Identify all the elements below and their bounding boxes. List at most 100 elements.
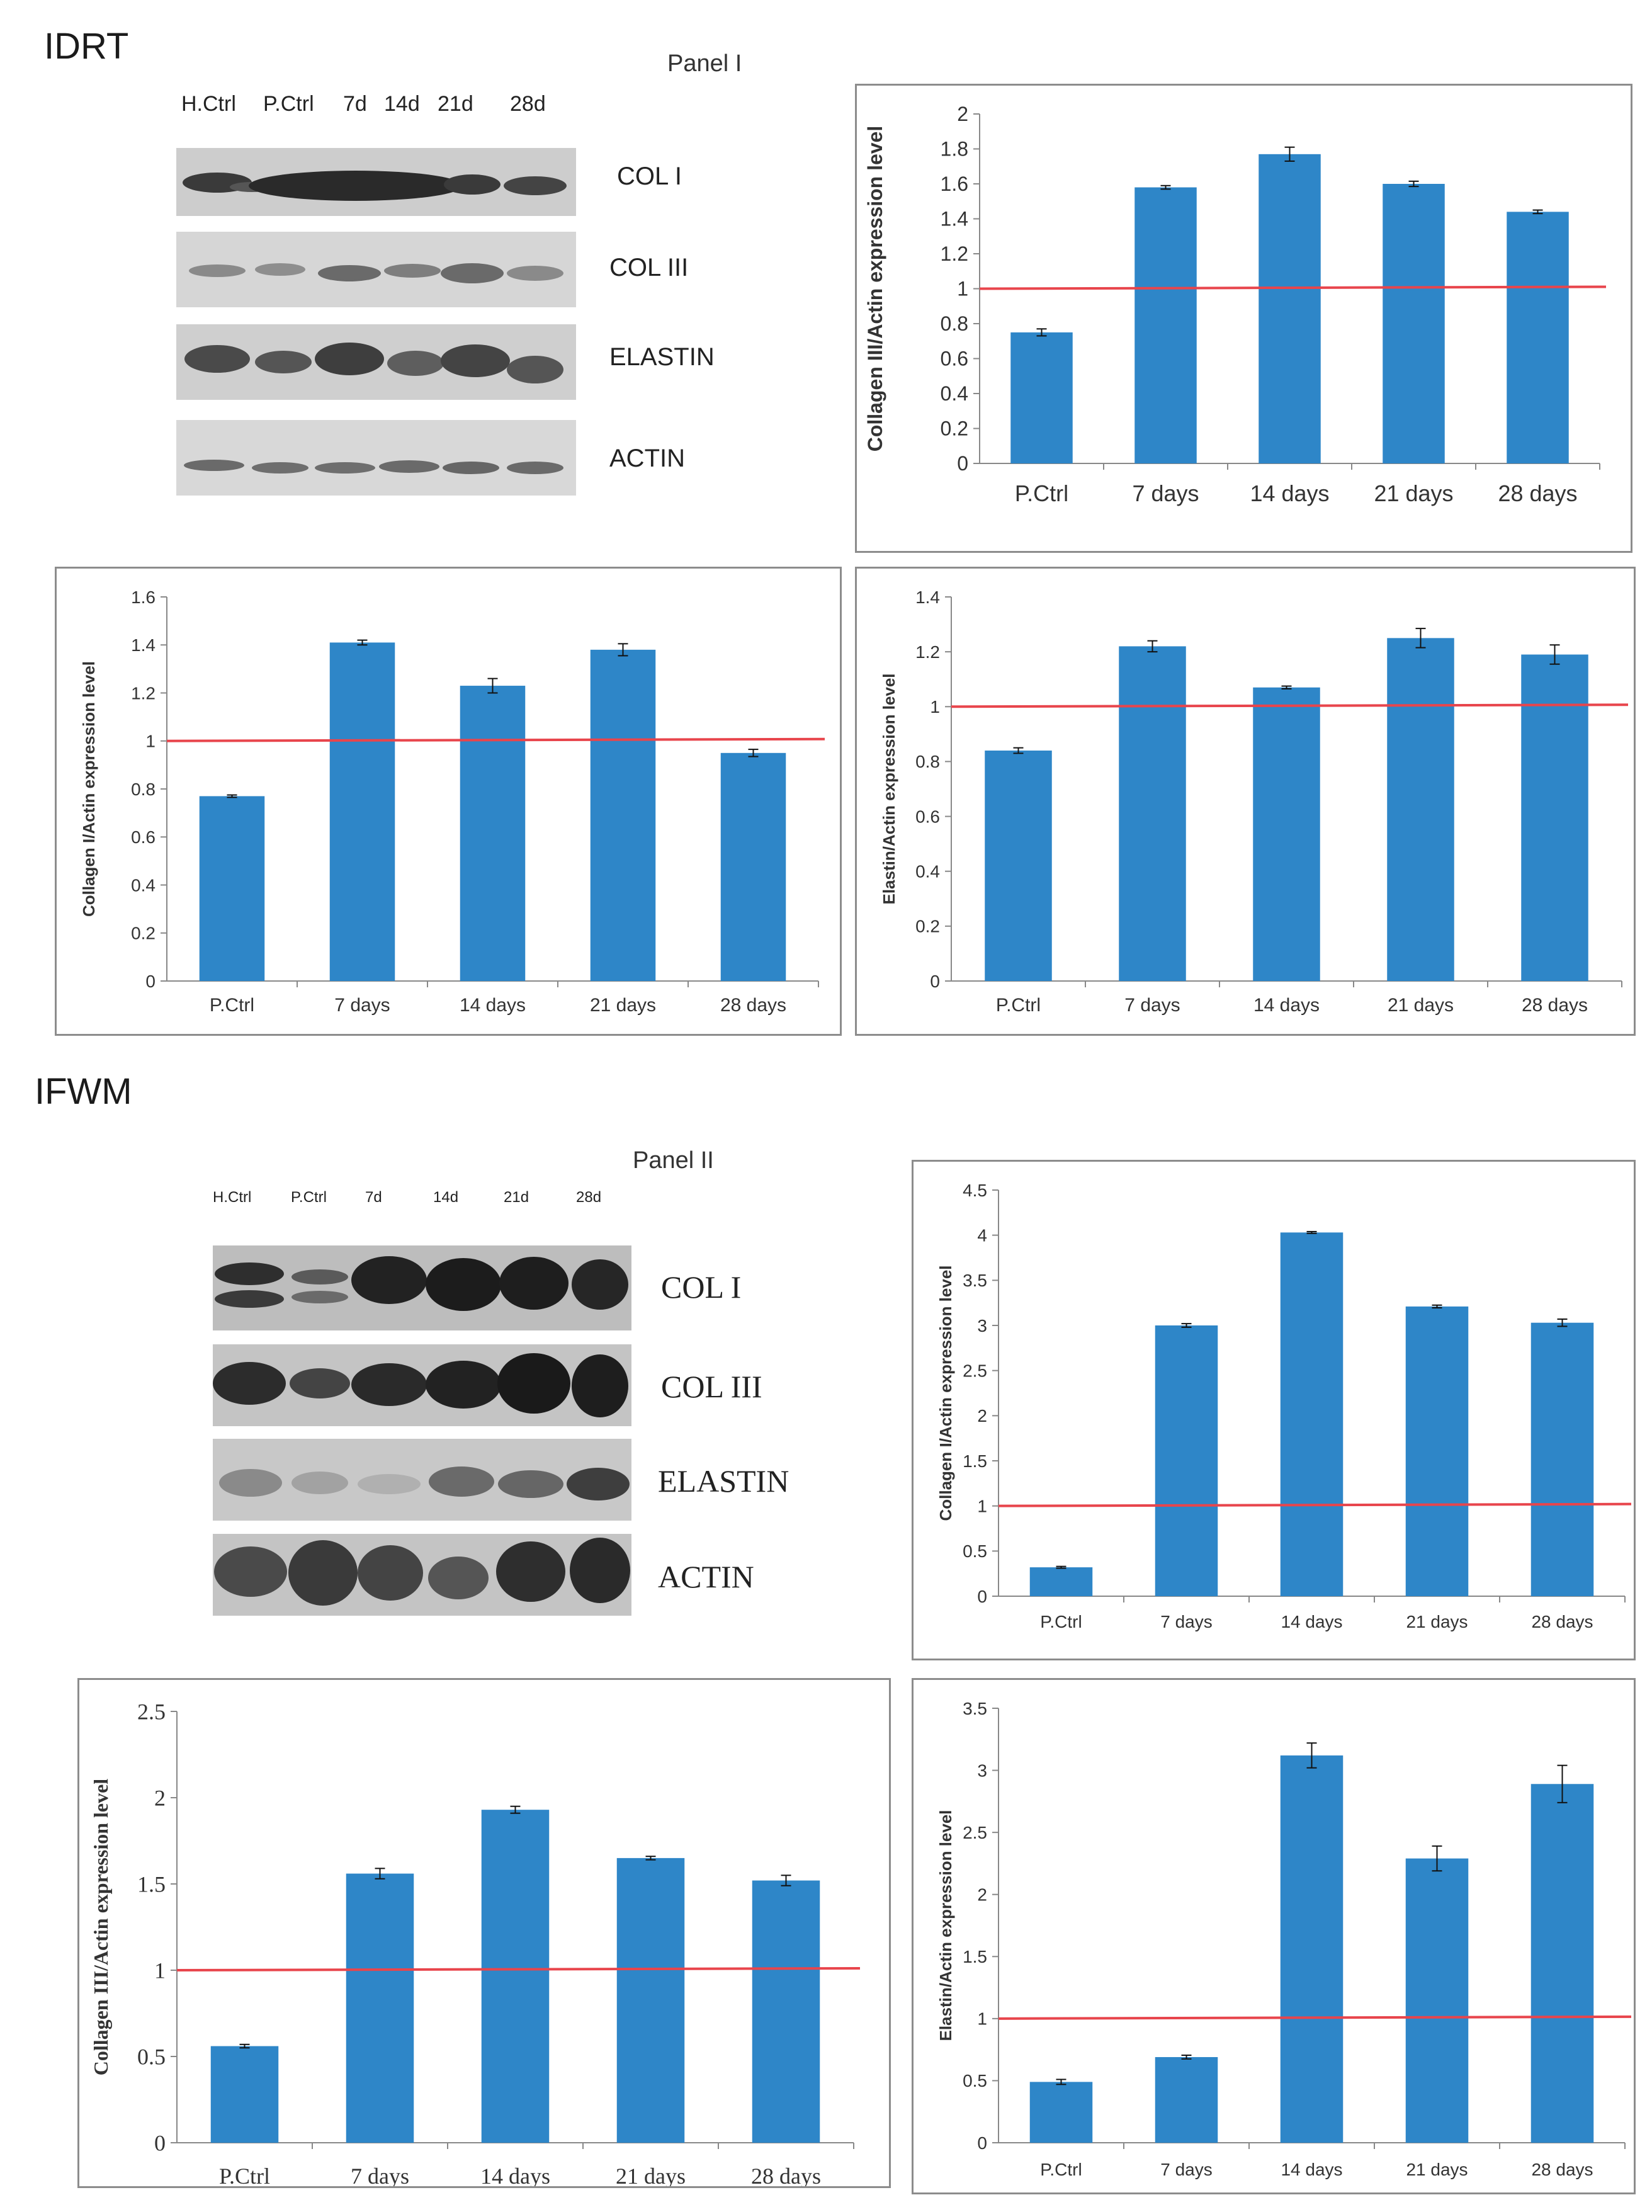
band-label-col3: COL III (609, 254, 689, 281)
y-tick-label: 0.2 (131, 924, 156, 943)
x-category-label: 21 days (590, 995, 656, 1016)
y-tick-label: 0.4 (131, 875, 156, 895)
blot-idrt-elastin (176, 324, 576, 400)
x-category-label: 21 days (1406, 2160, 1468, 2179)
bar-2 (1119, 646, 1186, 981)
bar-4 (616, 1858, 685, 2143)
bar-3 (1280, 1232, 1344, 1596)
y-tick-label: 0.8 (131, 780, 156, 799)
y-tick-label: 0.6 (941, 348, 968, 370)
y-tick-label: 0 (145, 972, 156, 991)
blot-idrt-col1 (176, 148, 576, 216)
y-tick-label: 3 (977, 1316, 987, 1336)
band-label-col1: COL I (617, 162, 682, 190)
y-tick-label: 1.4 (131, 635, 156, 655)
y-tick-label: 2 (977, 1885, 987, 1905)
bar-3 (1253, 687, 1320, 981)
y-tick-label: 1.4 (941, 208, 968, 230)
x-category-label: 28 days (751, 2164, 821, 2186)
y-tick-label: 0.8 (915, 752, 940, 771)
x-category-label: 14 days (1253, 995, 1320, 1016)
y-tick-label: 1.5 (963, 1451, 987, 1471)
y-tick-label: 0.5 (963, 1541, 987, 1561)
y-tick-label: 2.5 (137, 1699, 166, 1725)
x-category-label: 28 days (1522, 995, 1588, 1016)
x-category-label: 14 days (1250, 480, 1329, 506)
bar-4 (1405, 1858, 1469, 2143)
y-tick-label: 1 (930, 697, 940, 717)
y-tick-label: 0 (977, 1587, 987, 1606)
lane-label-14d: 14d (384, 92, 420, 116)
y-tick-label: 0 (977, 2133, 987, 2153)
chart-ifwm-collagen-i: 0 0.5 1 1.5 2 2.5 3 3.5 4 4.5 P.Ctrl 7 days 14 days 2… (912, 1160, 1636, 1660)
y-tick-label: 3 (977, 1761, 987, 1780)
y-tick-label: 2 (977, 1406, 987, 1426)
y-tick-label: 1 (977, 2009, 987, 2029)
x-category-label: 21 days (1374, 480, 1453, 506)
y-tick-label: 0 (154, 2131, 166, 2156)
lane-label-28d-2: 28d (576, 1189, 602, 1206)
lane-label-21d: 21d (438, 92, 473, 116)
y-tick-label: 1 (145, 732, 156, 751)
blot-idrt-actin (176, 420, 576, 496)
y-tick-label: 0.6 (915, 807, 940, 826)
x-category-label: 7 days (351, 2164, 409, 2186)
bar-3 (1280, 1755, 1344, 2143)
reference-line (176, 1967, 861, 1971)
band-label-elastin-2: ELASTIN (658, 1463, 789, 1499)
x-category-label: 14 days (1281, 1612, 1342, 1631)
x-category-label: P.Ctrl (1040, 1612, 1082, 1631)
blot-ifwm-elastin (213, 1439, 631, 1521)
y-axis-title: Collagen I/Actin expression level (936, 1265, 955, 1521)
bar-5 (1530, 1784, 1594, 2143)
y-tick-label: 0.2 (941, 417, 968, 440)
y-tick-label: 1.8 (941, 138, 968, 161)
band-label-elastin: ELASTIN (609, 343, 715, 371)
y-axis-title: Elastin/Actin expression level (936, 1810, 955, 2041)
y-tick-label: 3.5 (963, 1699, 987, 1718)
y-tick-label: 1.2 (915, 642, 940, 662)
x-category-label: 28 days (1498, 480, 1577, 506)
x-category-label: 28 days (720, 995, 786, 1016)
lane-label-21d-2: 21d (504, 1189, 529, 1206)
bar-3 (460, 686, 526, 981)
y-tick-label: 0.6 (131, 827, 156, 847)
reference-line (951, 703, 1629, 708)
bar-2 (1155, 2056, 1218, 2143)
chart-idrt-elastin: 0 0.2 0.4 0.6 0.8 1 1.2 1.4 P.Ctrl 7 days 14 days 2… (855, 567, 1636, 1036)
reference-line (979, 285, 1607, 290)
bar-1 (1010, 332, 1073, 463)
y-tick-label: 4 (977, 1225, 987, 1245)
y-tick-label: 2 (154, 1786, 166, 1811)
y-tick-label: 1.5 (963, 1947, 987, 1966)
x-category-label: P.Ctrl (210, 995, 254, 1016)
x-category-label: 7 days (1132, 480, 1199, 506)
y-tick-label: 0.4 (915, 862, 940, 882)
bar-4 (1387, 638, 1454, 981)
reference-line (998, 2015, 1632, 2020)
y-tick-label: 0.8 (941, 312, 968, 335)
bar-4 (1383, 184, 1445, 463)
x-category-label: 28 days (1531, 2160, 1593, 2179)
y-tick-label: 0.5 (963, 2071, 987, 2090)
bar-1 (1029, 2082, 1093, 2143)
lane-label-p-ctrl: P.Ctrl (263, 92, 314, 116)
x-category-label: P.Ctrl (1040, 2160, 1082, 2179)
bar-2 (329, 642, 395, 981)
y-tick-label: 0 (957, 452, 968, 475)
bar-4 (1405, 1306, 1469, 1596)
x-category-label: 7 days (1160, 2160, 1213, 2179)
blot-idrt-col3 (176, 232, 576, 307)
bar-5 (1521, 654, 1588, 981)
y-tick-label: 1.6 (941, 173, 968, 195)
bar-5 (1507, 212, 1569, 463)
band-label-actin: ACTIN (609, 445, 685, 472)
panel-label-ii: Panel II (633, 1147, 714, 1174)
bar-4 (590, 649, 656, 981)
x-category-label: 21 days (616, 2164, 686, 2186)
y-tick-label: 0.5 (137, 2045, 166, 2070)
lane-label-p-ctrl-2: P.Ctrl (291, 1189, 327, 1206)
lane-label-h-ctrl: H.Ctrl (181, 92, 236, 116)
x-category-label: P.Ctrl (1015, 480, 1068, 506)
y-tick-label: 2.5 (963, 1823, 987, 1842)
